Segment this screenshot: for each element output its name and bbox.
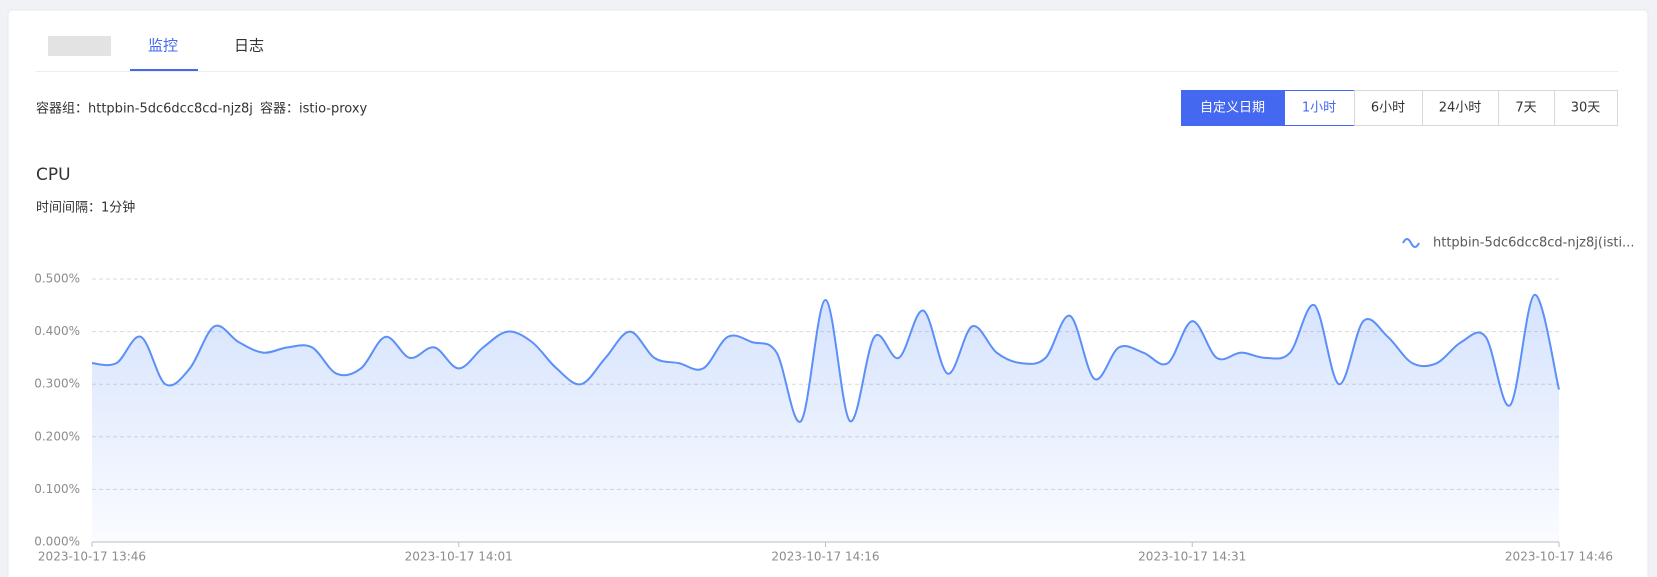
tab-underline	[130, 69, 198, 71]
x-tick-label: 2023-10-17 14:31	[1138, 550, 1246, 564]
time-button[interactable]	[1354, 90, 1423, 126]
x-tick-label: 2023-10-17 14:46	[1505, 550, 1613, 564]
x-tick-label: 2023-10-17 13:46	[38, 550, 146, 564]
y-tick-label: 0.400%	[34, 324, 80, 338]
legend-label[interactable]: httpbin-5dc6dcc8cd-njz8j(isti...	[1433, 236, 1634, 251]
chart-title: CPU	[36, 165, 71, 185]
time-button-label[interactable]: 6小时	[1371, 101, 1405, 116]
y-tick-label: 0.200%	[34, 429, 80, 443]
y-tick-label: 0.000%	[34, 535, 80, 549]
line	[91, 293, 1560, 423]
time-range-group: 自定义日期 1小时 6小时 24小时 7天 30天	[1181, 90, 1618, 126]
tab[interactable]: 日志	[234, 37, 264, 55]
time-button-label[interactable]: 自定义日期	[1200, 101, 1265, 116]
chart-subtitle: 时间间隔：1分钟	[36, 200, 135, 216]
time-button-label[interactable]: 30天	[1571, 101, 1601, 116]
time-button[interactable]	[1284, 90, 1355, 126]
time-button[interactable]	[1554, 90, 1618, 126]
container-info: 容器：istio-proxy	[260, 101, 368, 117]
pod-info: 容器组：httpbin-5dc6dcc8cd-njz8j	[36, 101, 253, 117]
x-tick-label: 2023-10-17 14:01	[405, 550, 513, 564]
time-button-label[interactable]: 1小时	[1302, 101, 1336, 116]
area	[92, 294, 1559, 542]
time-button-label[interactable]: 24小时	[1439, 101, 1482, 116]
tab[interactable]: 监控	[148, 37, 178, 55]
blurred-tab	[48, 36, 111, 56]
x-tick-label: 2023-10-17 14:16	[771, 550, 879, 564]
y-tick-label: 0.100%	[34, 482, 80, 496]
y-tick-label: 0.300%	[34, 377, 80, 391]
time-button-label[interactable]: 7天	[1515, 101, 1536, 116]
time-button[interactable]	[1181, 90, 1285, 126]
y-tick-label: 0.500%	[34, 272, 80, 286]
legend-icon	[1402, 238, 1420, 248]
